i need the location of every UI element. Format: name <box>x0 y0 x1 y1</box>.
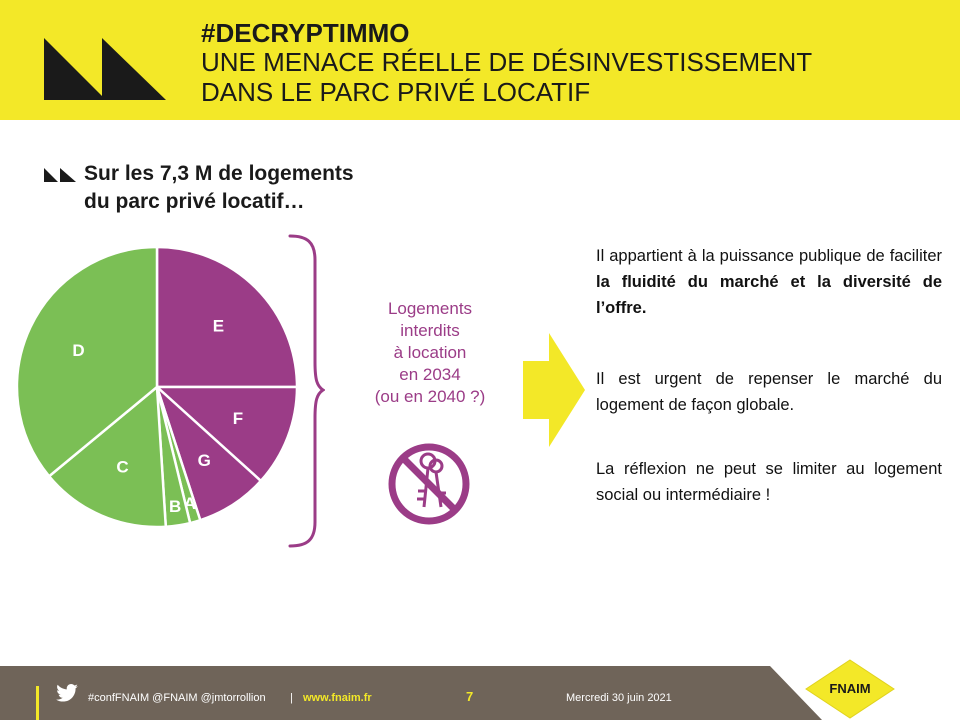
footer-accent-bar <box>36 686 39 720</box>
footer-date: Mercredi 30 juin 2021 <box>566 692 672 704</box>
restricted-label: Logements interdits à location en 2034 (… <box>340 298 520 408</box>
restricted-line1: Logements <box>387 299 473 318</box>
hashtag: #DECRYPTIMMO <box>201 18 410 48</box>
pie-slice-d <box>15 245 159 478</box>
page-title-line1: UNE MENACE RÉELLE DE DÉSINVESTISSEMENT <box>201 47 813 77</box>
bullet-icon <box>44 168 76 182</box>
restricted-line2: interdits <box>400 321 460 340</box>
pie-slice-e <box>155 245 299 389</box>
pie-label-g: G <box>198 451 211 470</box>
restricted-line4: en 2034 <box>399 365 461 384</box>
restricted-line3: à location <box>393 343 467 362</box>
no-keys-icon <box>388 443 470 525</box>
subheading-line2: du parc privé locatif… <box>84 190 305 213</box>
restricted-line5: (ou en 2040 ?) <box>374 387 486 406</box>
pie-label-f: F <box>233 409 243 428</box>
paragraph-1-bold: la fluidité du marché et la diversité de… <box>596 273 942 317</box>
pie-slice-f <box>153 385 299 483</box>
footer-separator: | <box>290 692 293 704</box>
fnaim-logo: FNAIM <box>805 659 895 719</box>
subheading-text: Sur les 7,3 M de logements du parc privé… <box>84 160 464 216</box>
pie-slice-c <box>47 384 168 529</box>
paragraph-1: Il appartient à la puissance publique de… <box>596 243 942 321</box>
twitter-icon[interactable] <box>56 684 78 702</box>
pie-label-c: C <box>116 458 128 477</box>
arrow-right-icon <box>523 333 585 447</box>
subheading-line1: Sur les 7,3 M de logements <box>84 162 354 185</box>
paragraph-2: Il est urgent de repenser le marché du l… <box>596 370 942 414</box>
header-text: #DECRYPTIMMO UNE MENACE RÉELLE DE DÉSINV… <box>201 19 812 107</box>
paragraph-1-text: Il appartient à la puissance publique de… <box>596 247 942 265</box>
logo-icon <box>44 38 166 100</box>
page-title-line2: DANS LE PARC PRIVÉ LOCATIF <box>201 77 591 107</box>
pie-label-e: E <box>213 317 224 336</box>
page-number: 7 <box>466 689 474 704</box>
pie-label-b: B <box>169 497 181 516</box>
header-band: #DECRYPTIMMO UNE MENACE RÉELLE DE DÉSINV… <box>0 0 960 120</box>
pie-label-d: D <box>72 341 84 360</box>
footer-social: #confFNAIM @FNAIM @jmtorrollion <box>88 692 266 704</box>
footer-website-link[interactable]: www.fnaim.fr <box>303 692 372 704</box>
curly-brace <box>288 234 325 548</box>
paragraph-3: La réflexion ne peut se limiter au logem… <box>596 460 942 504</box>
fnaim-logo-text: FNAIM <box>829 681 870 696</box>
footer: #confFNAIM @FNAIM @jmtorrollion | www.fn… <box>0 666 960 720</box>
